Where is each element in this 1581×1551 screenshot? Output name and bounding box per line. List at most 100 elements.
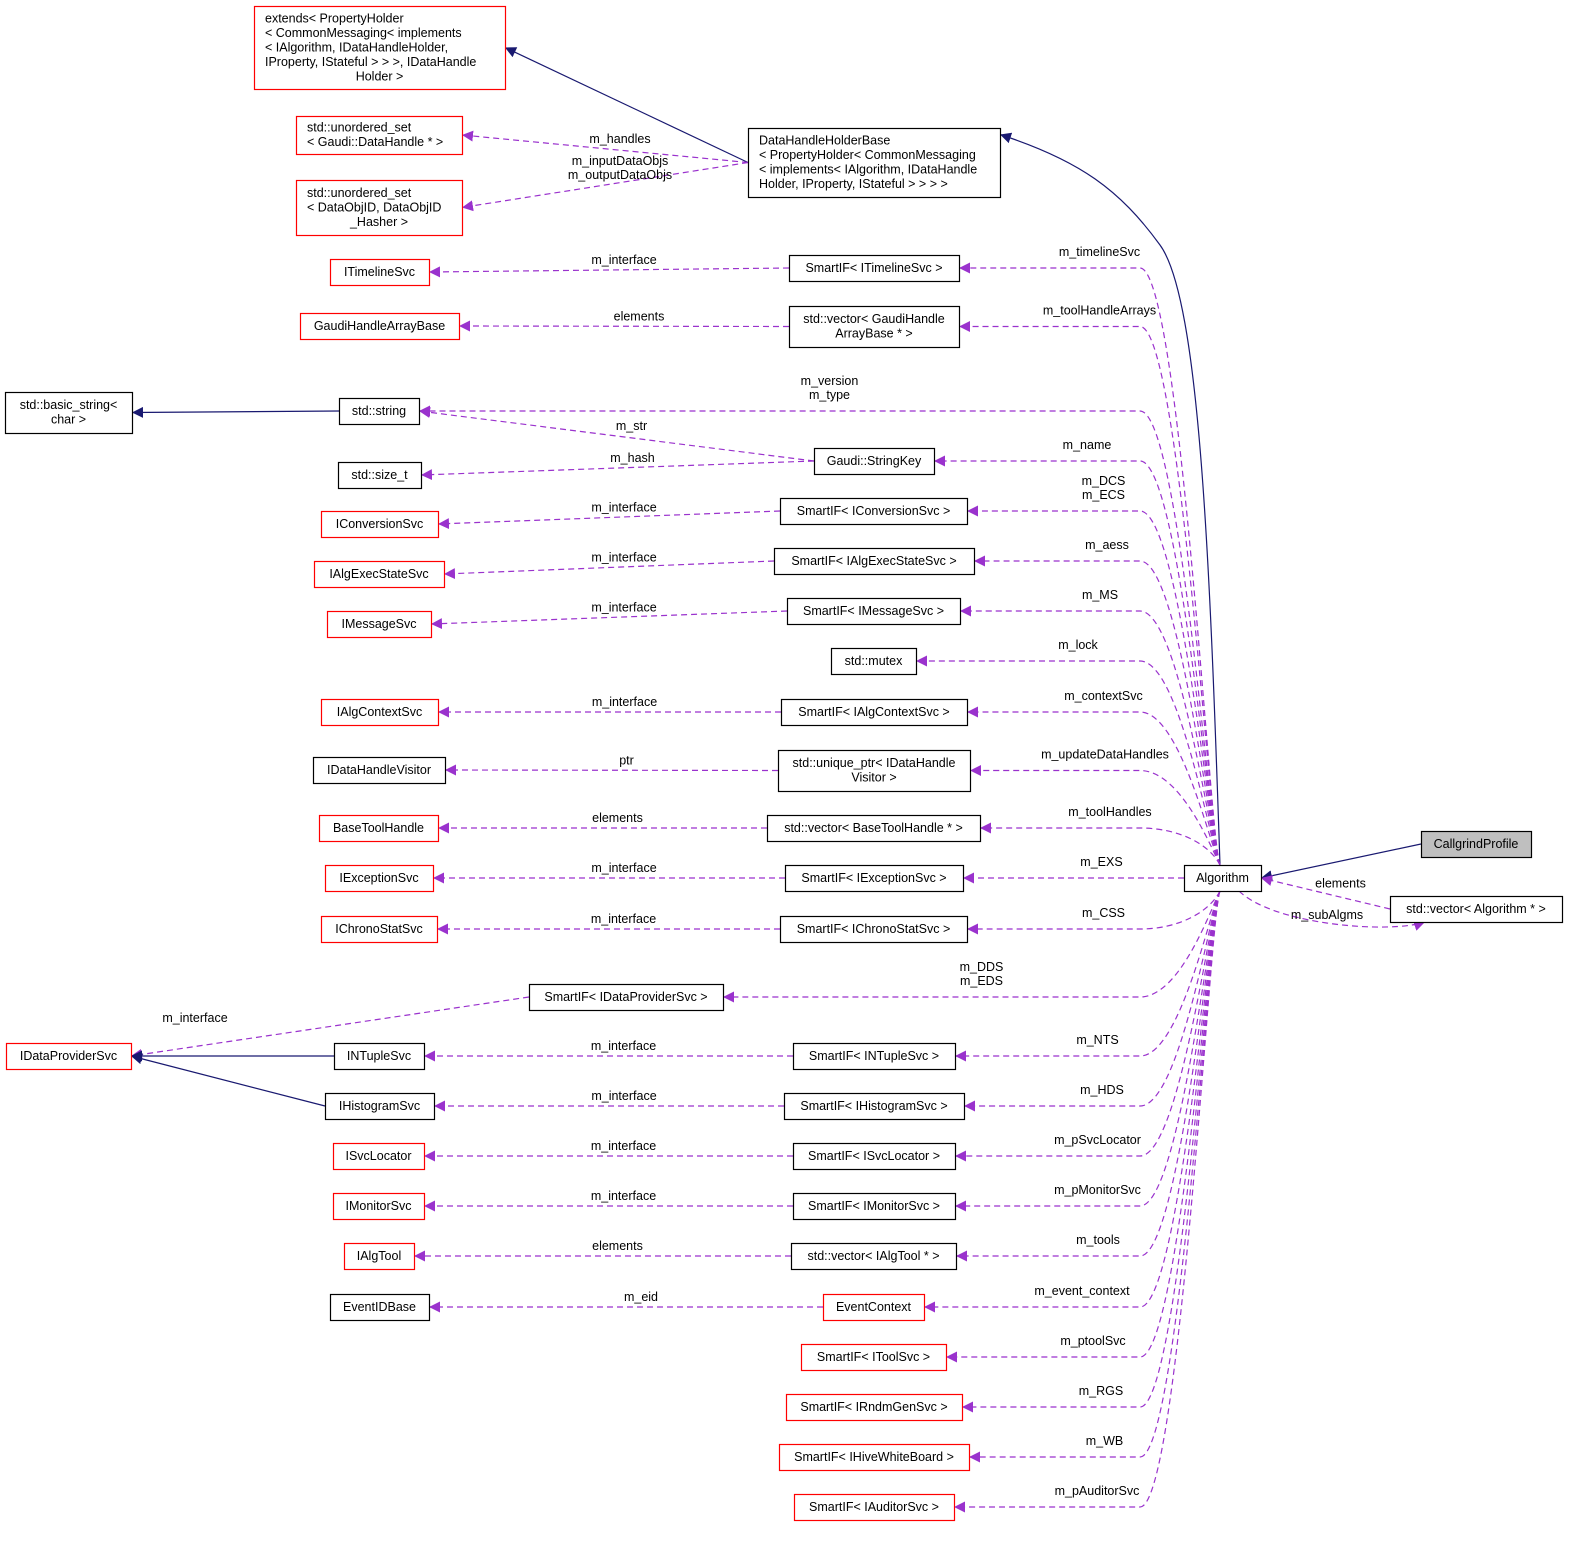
node-label: SmartIF< IHiveWhiteBoard >: [794, 1450, 954, 1464]
node-label: std::vector< GaudiHandle: [803, 312, 944, 326]
node-usethandle[interactable]: std::unordered_set< Gaudi::DataHandle * …: [295, 115, 464, 156]
node-label: EventIDBase: [343, 1300, 416, 1314]
node-valgorithm[interactable]: std::vector< Algorithm * >: [1389, 895, 1564, 924]
node-label: Holder >: [356, 69, 404, 83]
node-stringkey[interactable]: Gaudi::StringKey: [813, 447, 936, 476]
node-box: [324, 864, 435, 893]
node-idataprovidersvc[interactable]: IDataProviderSvc: [5, 1042, 133, 1071]
node-iconversionsvc[interactable]: IConversionSvc: [320, 510, 440, 539]
node-label: _Hasher >: [349, 215, 408, 229]
node-imonitorsvc[interactable]: IMonitorSvc: [332, 1192, 426, 1221]
node-label: ArrayBase * >: [835, 327, 912, 341]
node-ialgtool[interactable]: IAlgTool: [343, 1242, 416, 1271]
node-imessagesvc[interactable]: IMessageSvc: [326, 610, 433, 639]
edge-label: m_interface: [591, 1189, 656, 1203]
edge-label: m_hash: [610, 451, 655, 465]
node-sauditor[interactable]: SmartIF< IAuditorSvc >: [793, 1493, 956, 1522]
node-label: std::vector< BaseToolHandle * >: [784, 821, 963, 835]
node-box: [777, 749, 972, 793]
node-label: < PropertyHolder< CommonMessaging: [759, 148, 976, 162]
node-label: < CommonMessaging< implements: [265, 26, 462, 40]
node-algorithm[interactable]: Algorithm: [1183, 864, 1263, 893]
node-box: [822, 1293, 926, 1322]
edge-dhhb-to-usetobj: [461, 161, 749, 212]
node-eventidbase[interactable]: EventIDBase: [329, 1293, 431, 1322]
node-label: SmartIF< IChronoStatSvc >: [797, 922, 951, 936]
node-label: ITimelineSvc: [344, 265, 415, 279]
node-label: SmartIF< IDataProviderSvc >: [544, 990, 707, 1004]
node-label: IDataProviderSvc: [20, 1049, 117, 1063]
edge-label: elements: [1315, 877, 1366, 891]
edge-label: m_toolHandleArrays: [1043, 304, 1156, 318]
node-ichronostatsvc[interactable]: IChronoStatSvc: [320, 915, 439, 944]
node-udhv[interactable]: std::unique_ptr< IDataHandleVisitor >: [777, 749, 972, 793]
node-valgtool[interactable]: std::vector< IAlgTool * >: [790, 1242, 958, 1271]
node-basetoolhandle[interactable]: BaseToolHandle: [318, 814, 440, 843]
node-label: Gaudi::StringKey: [827, 454, 922, 468]
node-label: std::unordered_set: [307, 121, 412, 135]
node-intuplesvc[interactable]: INTupleSvc: [333, 1042, 426, 1071]
node-stimeline[interactable]: SmartIF< ITimelineSvc >: [788, 254, 961, 283]
node-sntuple[interactable]: SmartIF< INTupleSvc >: [792, 1042, 957, 1071]
node-box: [785, 1393, 964, 1422]
node-shistogram[interactable]: SmartIF< IHistogramSvc >: [783, 1092, 966, 1121]
node-salgexec[interactable]: SmartIF< IAlgExecStateSvc >: [773, 547, 976, 576]
node-ssvclocator[interactable]: SmartIF< ISvcLocator >: [792, 1142, 957, 1171]
node-isvclocator[interactable]: ISvcLocator: [332, 1142, 426, 1171]
node-smonitor[interactable]: SmartIF< IMonitorSvc >: [792, 1192, 957, 1221]
node-dhhb[interactable]: DataHandleHolderBase< PropertyHolder< Co…: [747, 127, 1002, 199]
node-ialgexecstatesvc[interactable]: IAlgExecStateSvc: [313, 560, 446, 589]
edge-label: m_subAlgms: [1291, 908, 1363, 922]
node-ialgcontextsvc[interactable]: IAlgContextSvc: [320, 698, 440, 727]
node-itimelinesvc[interactable]: ITimelineSvc: [329, 258, 431, 287]
node-label: IAlgContextSvc: [337, 705, 422, 719]
node-box: [830, 647, 918, 676]
edge-algorithm-to-dhhb: [999, 132, 1221, 866]
node-mutex[interactable]: std::mutex: [830, 647, 918, 676]
edge-label: m_aess: [1085, 538, 1129, 552]
node-label: IProperty, IStateful > > >, IDataHandle: [265, 55, 476, 69]
node-vghab[interactable]: std::vector< GaudiHandleArrayBase * >: [788, 305, 961, 349]
node-string[interactable]: std::string: [338, 397, 421, 426]
node-callgrind[interactable]: CallgrindProfile: [1420, 830, 1533, 859]
node-sdataprovider[interactable]: SmartIF< IDataProviderSvc >: [528, 983, 725, 1012]
node-idhv[interactable]: IDataHandleVisitor: [312, 756, 447, 785]
node-box: [4, 391, 134, 435]
node-iexceptionsvc[interactable]: IExceptionSvc: [324, 864, 435, 893]
node-box: [320, 915, 439, 944]
node-box: [792, 1142, 957, 1171]
edge-label: elements: [592, 811, 643, 825]
node-label: < IAlgorithm, IDataHandleHolder,: [265, 40, 448, 54]
node-box: [295, 115, 464, 156]
node-smessage[interactable]: SmartIF< IMessageSvc >: [786, 597, 962, 626]
node-label: CallgrindProfile: [1434, 837, 1519, 851]
edge-algorithm-to-vghab: [959, 321, 1221, 866]
node-srndm[interactable]: SmartIF< IRndmGenSvc >: [785, 1393, 964, 1422]
node-box: [783, 1092, 966, 1121]
node-ghab[interactable]: GaudiHandleArrayBase: [299, 312, 461, 341]
node-stoolsvc[interactable]: SmartIF< IToolSvc >: [800, 1343, 948, 1372]
node-schrono[interactable]: SmartIF< IChronoStatSvc >: [779, 915, 969, 944]
node-label: extends< PropertyHolder: [265, 11, 404, 25]
node-extends[interactable]: extends< PropertyHolder< CommonMessaging…: [253, 5, 507, 91]
node-box: [5, 1042, 133, 1071]
node-salgcontext[interactable]: SmartIF< IAlgContextSvc >: [780, 698, 969, 727]
edge-label: m_timelineSvc: [1059, 245, 1140, 259]
node-usetobj[interactable]: std::unordered_set< DataObjID, DataObjID…: [295, 179, 464, 237]
node-shive[interactable]: SmartIF< IHiveWhiteBoard >: [778, 1443, 971, 1472]
node-ihistogramsvc[interactable]: IHistogramSvc: [324, 1092, 436, 1121]
edge-label: m_contextSvc: [1064, 689, 1143, 703]
node-vbth[interactable]: std::vector< BaseToolHandle * >: [766, 814, 982, 843]
edge-sconversion-to-iconversionsvc: [437, 510, 781, 530]
node-sconversion[interactable]: SmartIF< IConversionSvc >: [779, 497, 969, 526]
node-basicstring[interactable]: std::basic_string<char >: [4, 391, 134, 435]
node-eventcontext[interactable]: EventContext: [822, 1293, 926, 1322]
node-label: IAlgExecStateSvc: [329, 567, 428, 581]
node-label: SmartIF< IToolSvc >: [817, 1350, 930, 1364]
edge-algorithm-to-shistogram: [964, 890, 1221, 1112]
node-sizet[interactable]: std::size_t: [337, 461, 423, 490]
edge-label: m_updateDataHandles: [1041, 748, 1169, 762]
node-sexception[interactable]: SmartIF< IExceptionSvc >: [784, 864, 965, 893]
node-label: ISvcLocator: [345, 1149, 411, 1163]
